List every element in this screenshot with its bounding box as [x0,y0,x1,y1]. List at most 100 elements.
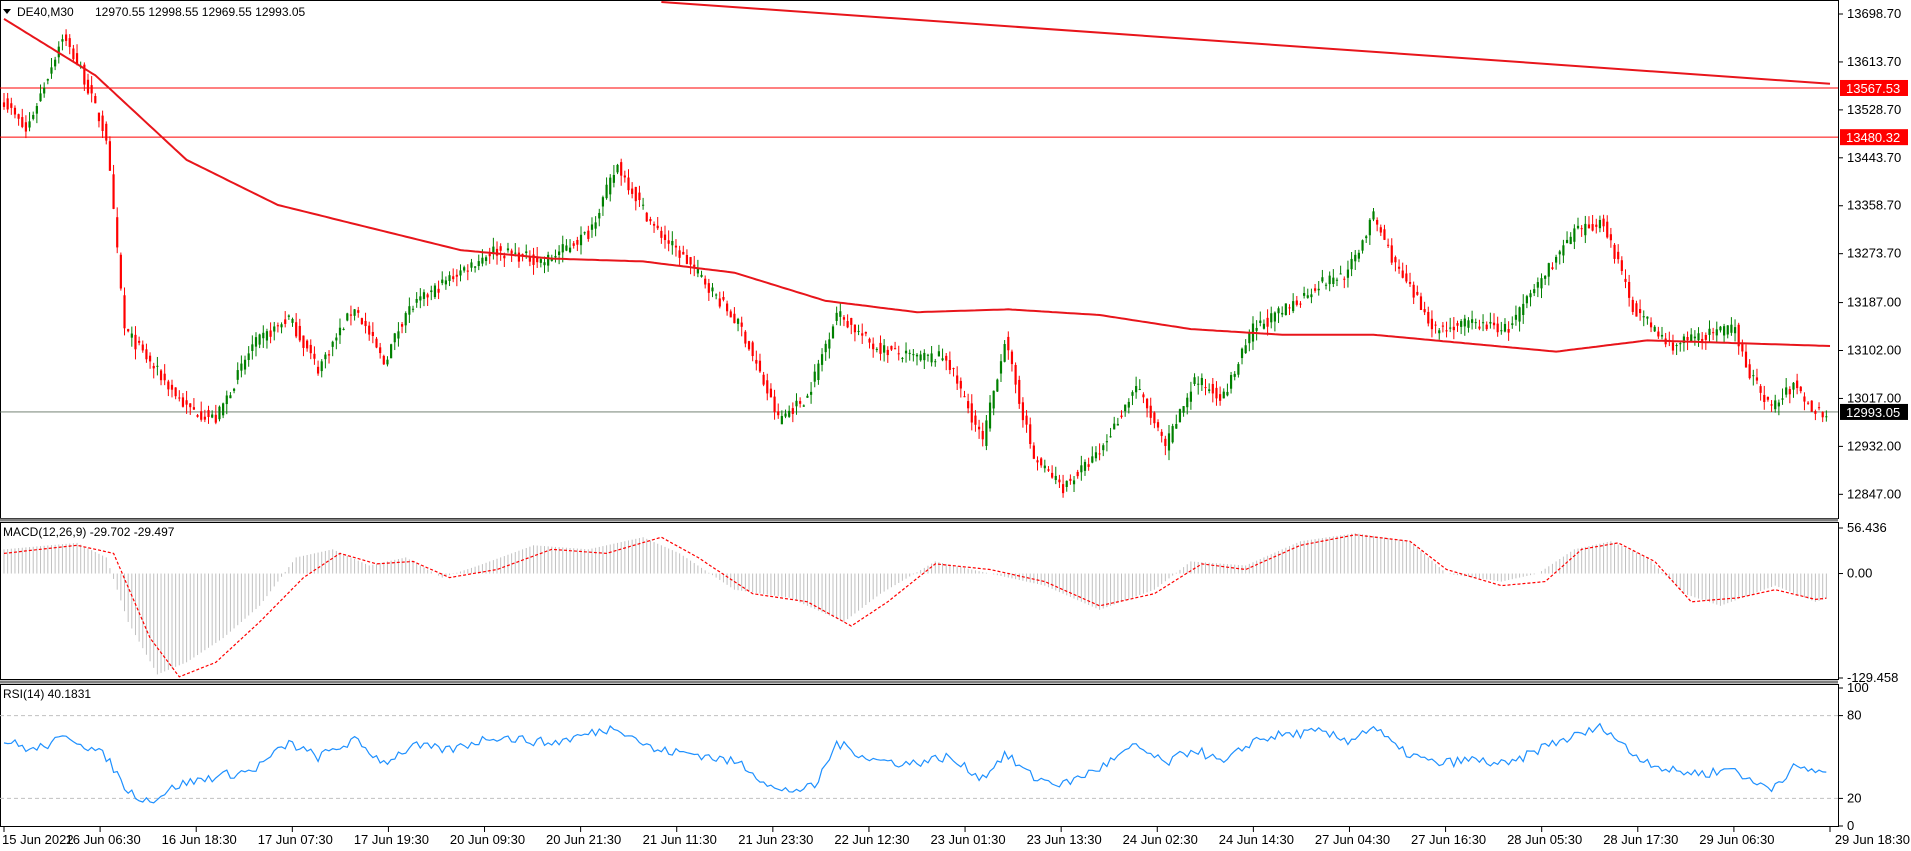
candle-body [755,359,758,364]
candle-body [200,411,203,420]
rsi-panel[interactable] [0,715,1838,804]
candle-body [393,333,396,343]
candle-body [890,345,893,350]
candle-body [554,255,557,258]
candle-body [1040,458,1043,466]
candle-body [1080,465,1083,473]
candle-body [974,415,977,425]
candle-body [430,290,433,293]
candle-body [587,230,590,239]
candle-body [21,117,24,127]
time-tick-label: 17 Jun 19:30 [354,832,429,847]
candle-body [1390,245,1393,263]
candle-body [1719,326,1722,331]
candle-body [1372,211,1375,220]
candle-body [1540,278,1543,289]
candle-body [1584,223,1587,236]
candle-body [1061,484,1065,494]
candle-body [327,354,331,356]
candle-body [1821,412,1824,418]
candle-body [1500,330,1503,332]
candle-body [879,342,882,354]
candle-body [948,360,951,370]
candle-body [901,357,904,359]
candle-body [766,380,769,394]
candle-body [1547,263,1550,277]
time-tick-label: 28 Jun 17:30 [1603,832,1678,847]
candle-body [211,414,214,418]
candle-body [1197,383,1200,385]
candle-body [1774,400,1777,410]
candle-body [1098,453,1101,455]
candle-body [1722,326,1726,336]
candle-body [521,253,524,255]
candle-body [1576,225,1580,229]
candle-body [1394,257,1397,263]
candle-body [609,177,612,195]
macd-tick-label: 0.00 [1847,566,1872,581]
candle-body [795,400,798,407]
candle-body [729,311,732,318]
candle-body [437,288,440,293]
candle-body [1609,234,1612,241]
candle-body [2,102,6,107]
candle-body [108,141,112,171]
candle-body [229,395,232,399]
candle-body [492,246,495,253]
candle-body [1628,281,1631,298]
candle-body [1551,267,1554,269]
price-tick-label: 13187.00 [1847,295,1901,310]
candle-body [693,264,696,267]
candle-body [1785,387,1788,395]
candle-body [17,114,20,119]
candle-body [1135,386,1138,393]
collapse-icon[interactable] [3,9,11,14]
candle-body [1226,391,1229,396]
candle-body [663,234,667,241]
candle-body [700,274,703,277]
candle-body [1321,277,1324,282]
time-tick-label: 22 Jun 12:30 [834,832,909,847]
candle-body [1518,307,1521,322]
candle-body [1682,336,1686,344]
candle-body [747,341,751,350]
candle-body [86,79,90,94]
candle-body [452,276,455,280]
candle-body [298,325,301,341]
moving-average-line[interactable] [3,18,1831,353]
candle-body [1142,394,1145,398]
candle-body [1124,404,1127,412]
candle-body [1178,409,1182,423]
candle-body [1514,314,1518,320]
candle-body [444,280,447,285]
trendline[interactable] [661,1,1831,85]
rsi-tick-label: 80 [1847,708,1861,723]
candle-body [1193,377,1196,384]
candle-body [1595,224,1598,227]
candle-body [1229,375,1233,389]
price-panel[interactable] [0,1,1838,498]
candle-body [1222,391,1225,399]
candle-body [1350,258,1353,270]
candle-body [1752,375,1755,377]
candle-body [835,312,838,321]
candle-body [484,257,488,262]
candle-body [1558,251,1561,255]
candle-body [682,251,685,255]
macd-panel[interactable] [3,533,1827,678]
candle-body [853,324,857,333]
candle-body [1471,319,1474,323]
candle-body [1825,416,1828,418]
candle-body [565,245,568,251]
price-tick-label: 13017.00 [1847,390,1901,405]
candle-body [1449,327,1452,329]
candle-body [1580,228,1583,230]
candle-body [232,388,236,391]
candle-body [1182,406,1185,413]
candle-body [1653,326,1656,332]
candle-body [1591,224,1594,231]
candle-body [134,334,137,350]
candle-body [313,353,316,359]
candle-body [1120,415,1123,418]
